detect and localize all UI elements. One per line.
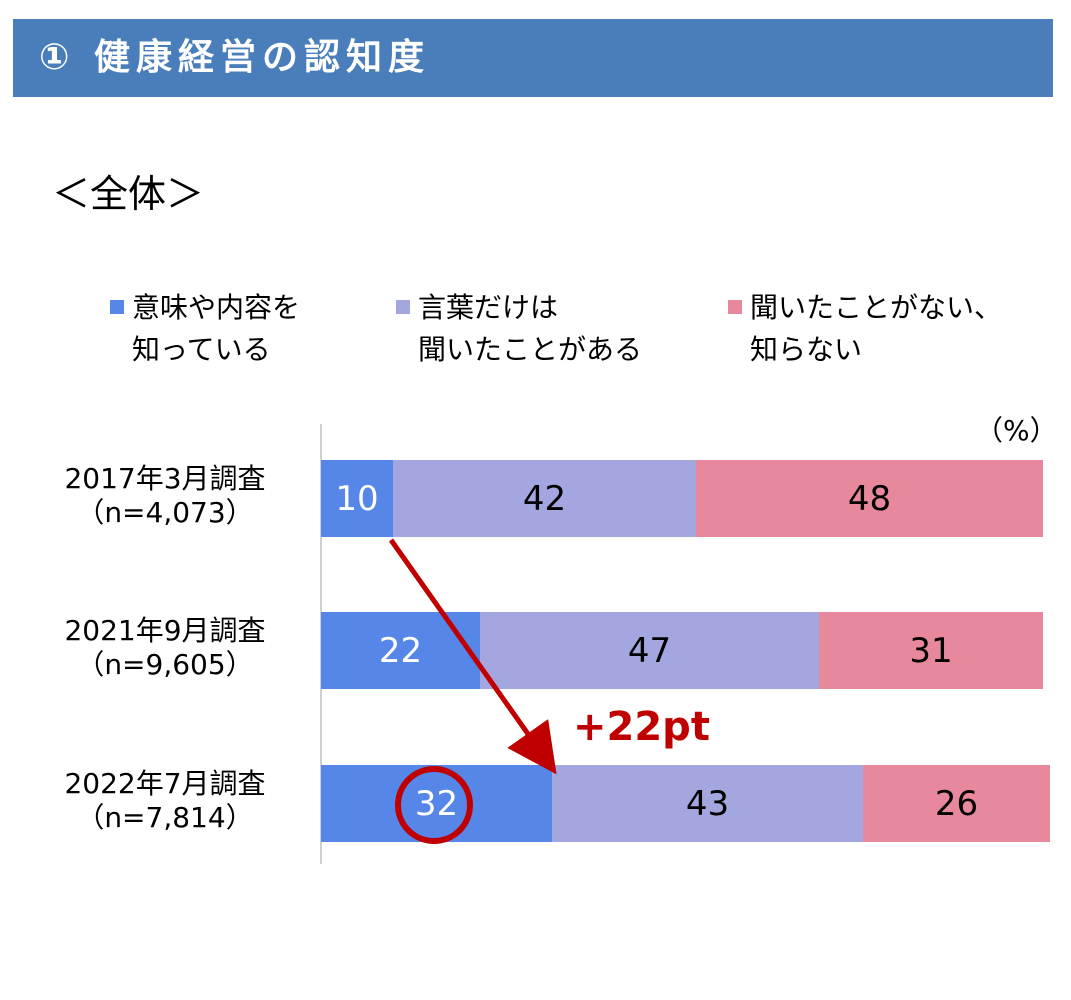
legend-label-1: 言葉だけは 聞いたことがある xyxy=(418,287,642,371)
bar-2017-series-2: 48 xyxy=(696,460,1043,537)
category-label-2022: 2022年7月調査 （n=7,814） xyxy=(30,767,300,835)
bar-2017-series-0: 10 xyxy=(321,460,393,537)
category-label-2021-line1: 2021年9月調査 xyxy=(64,614,266,647)
bar-2017-series-1: 42 xyxy=(393,460,696,537)
page-title: ① 健康経営の認知度 xyxy=(39,37,431,78)
data-label-2022-series-1: 43 xyxy=(685,783,730,824)
legend-swatch-1 xyxy=(396,300,410,314)
bar-2021-series-0: 22 xyxy=(321,612,480,689)
legend-label-0-line2: 知っている xyxy=(132,333,271,366)
increase-arrow xyxy=(388,538,557,775)
data-label-2021-series-1: 47 xyxy=(627,630,672,671)
legend-label-1-line1: 言葉だけは xyxy=(418,291,559,324)
data-label-2017-series-2: 48 xyxy=(847,478,892,519)
bar-2021-series-1: 47 xyxy=(480,612,819,689)
category-label-2017-line1: 2017年3月調査 xyxy=(64,462,266,495)
data-label-2021-series-0: 22 xyxy=(378,630,423,671)
legend-swatch-2 xyxy=(728,300,742,314)
legend-label-2-line1: 聞いたことがない、 xyxy=(750,291,1003,324)
category-label-2021-line2: （n=9,605） xyxy=(76,648,254,681)
bar-2022-series-0: 32 xyxy=(321,765,552,842)
data-label-2021-series-2: 31 xyxy=(909,630,953,671)
header-bar: ① 健康経営の認知度 xyxy=(13,19,1053,97)
legend-label-0-line1: 意味や内容を xyxy=(132,291,301,324)
delta-annotation: +22pt xyxy=(573,704,710,750)
section-subtitle: ＜全体＞ xyxy=(52,172,205,216)
category-label-2022-line1: 2022年7月調査 xyxy=(64,767,266,800)
data-label-2017-series-0: 10 xyxy=(335,478,379,519)
legend-swatch-0 xyxy=(110,300,124,314)
category-label-2022-line2: （n=7,814） xyxy=(76,801,254,834)
unit-label: （%） xyxy=(975,414,1058,447)
data-label-2022-series-0: 32 xyxy=(414,783,459,824)
highlight-circle xyxy=(395,766,473,844)
data-label-2022-series-2: 26 xyxy=(934,783,979,824)
bar-2021-series-2: 31 xyxy=(819,612,1043,689)
data-label-2017-series-1: 42 xyxy=(522,478,567,519)
legend-label-0: 意味や内容を 知っている xyxy=(132,287,300,371)
legend-label-2: 聞いたことがない、 知らない xyxy=(750,287,1002,371)
legend-label-1-line2: 聞いたことがある xyxy=(418,333,643,366)
bar-2022-series-2: 26 xyxy=(863,765,1050,842)
category-label-2021: 2021年9月調査 （n=9,605） xyxy=(30,614,300,682)
category-label-2017-line2: （n=4,073） xyxy=(76,496,254,529)
category-label-2017: 2017年3月調査 （n=4,073） xyxy=(30,462,300,530)
legend-label-2-line2: 知らない xyxy=(750,333,863,366)
bar-2022-series-1: 43 xyxy=(552,765,863,842)
